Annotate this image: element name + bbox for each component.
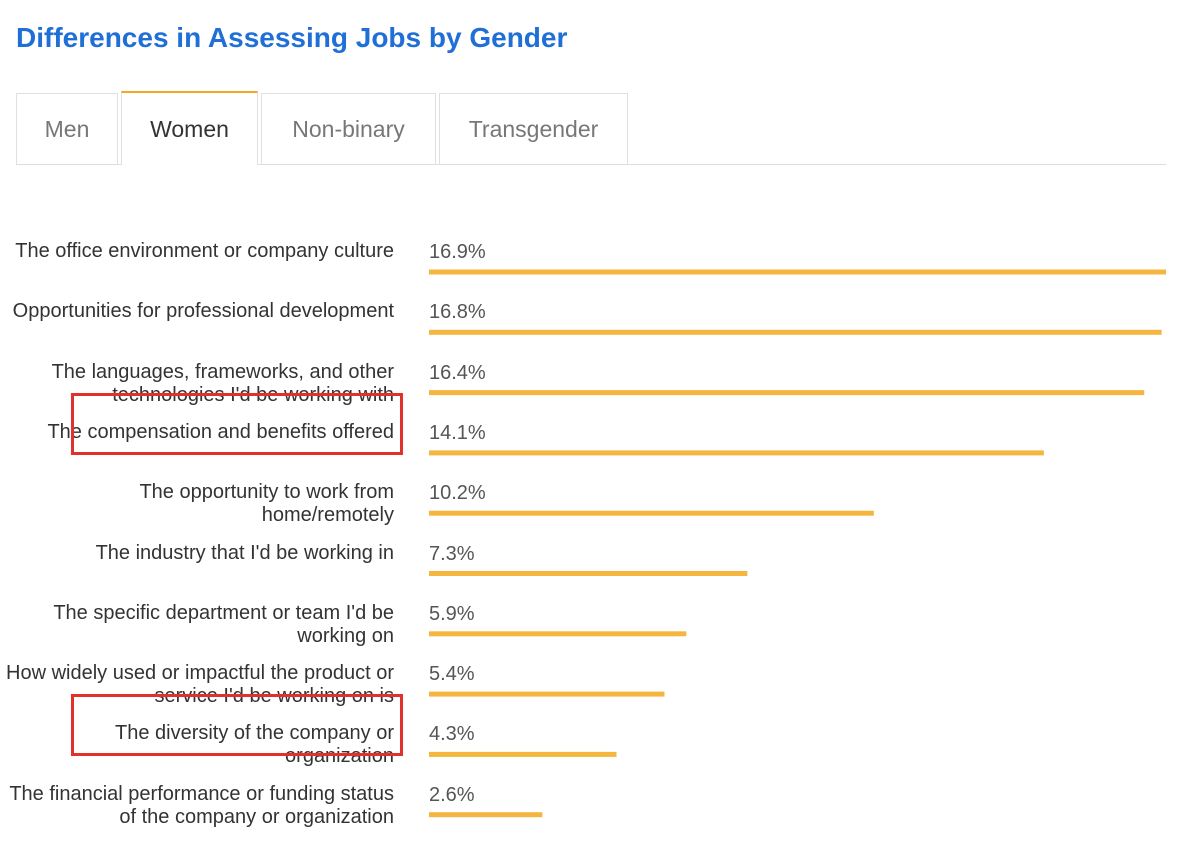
value-label: 2.6% — [429, 783, 475, 806]
bar — [429, 329, 1162, 335]
bar — [429, 390, 1145, 396]
value-label: 16.9% — [429, 241, 486, 263]
category-label: Opportunities for professional developme… — [12, 300, 394, 323]
category-label: The office environment or company cultur… — [15, 240, 394, 262]
category-label: The financial performance or funding sta… — [9, 782, 394, 828]
highlight-box — [71, 694, 403, 757]
value-label: 5.9% — [429, 602, 475, 625]
bar — [429, 812, 543, 818]
value-label: 7.3% — [429, 542, 475, 565]
value-label: 16.8% — [429, 301, 486, 324]
category-label: The opportunity to work from home/remote… — [139, 481, 394, 527]
value-label: 14.1% — [429, 421, 486, 444]
category-label: The diversity of the company or organiza… — [114, 722, 394, 768]
value-label: 5.4% — [429, 663, 475, 686]
bar — [429, 450, 1044, 456]
bar — [429, 510, 874, 516]
category-label: The specific department or team I'd be w… — [53, 601, 394, 647]
tab-non-binary[interactable]: Non-binary — [261, 93, 436, 164]
bar — [429, 691, 665, 697]
value-label: 4.3% — [429, 723, 475, 746]
value-label: 10.2% — [429, 482, 486, 505]
category-label: The compensation and benefits offered — [47, 420, 394, 443]
bar — [429, 571, 748, 576]
page-title: Differences in Assessing Jobs by Gender — [16, 22, 568, 53]
gender-tabs: Men Women Non-binary Transgender — [16, 91, 1166, 165]
bar — [429, 631, 687, 637]
value-label: 16.4% — [429, 361, 486, 384]
tab-transgender[interactable]: Transgender — [439, 93, 628, 164]
tab-women[interactable]: Women — [121, 91, 258, 165]
highlight-box — [71, 392, 403, 455]
tab-men[interactable]: Men — [16, 93, 118, 164]
bar — [429, 269, 1166, 275]
category-label: The industry that I'd be working in — [95, 541, 394, 564]
bar — [429, 751, 617, 757]
